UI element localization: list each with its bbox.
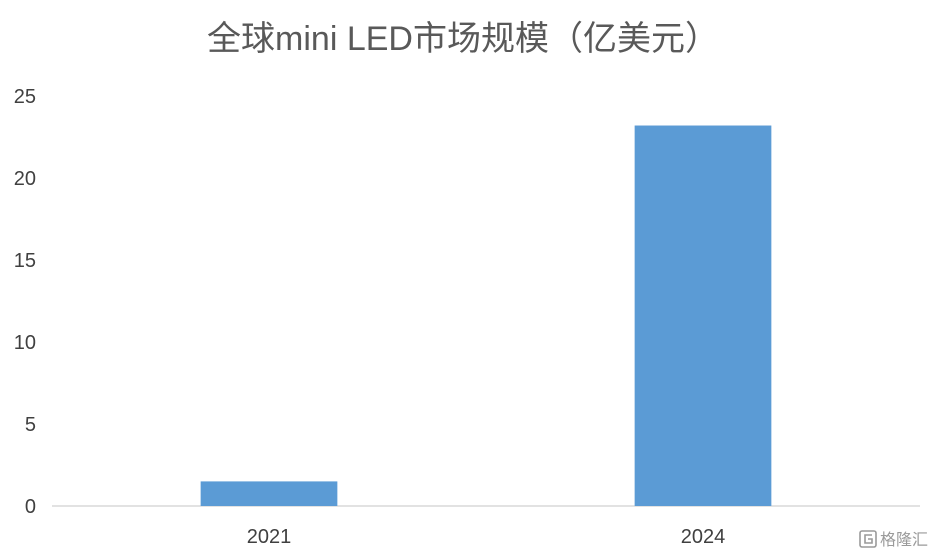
y-tick-label: 10 bbox=[14, 332, 36, 354]
g-logo-icon bbox=[859, 530, 877, 548]
y-tick-label: 15 bbox=[14, 250, 36, 272]
y-tick-label: 20 bbox=[14, 168, 36, 190]
bar-2024 bbox=[634, 125, 772, 507]
y-tick-label: 5 bbox=[25, 414, 36, 436]
x-tick-label: 2021 bbox=[247, 526, 292, 548]
y-axis: 0 5 10 15 20 25 bbox=[14, 86, 36, 518]
bar-series bbox=[200, 125, 772, 507]
watermark-text: 格隆汇 bbox=[880, 531, 928, 549]
y-tick-label: 0 bbox=[25, 496, 36, 518]
chart-title: 全球mini LED市场规模（亿美元） bbox=[207, 20, 719, 58]
y-tick-label: 25 bbox=[14, 86, 36, 108]
bar-2021 bbox=[200, 481, 338, 506]
watermark: 格隆汇 bbox=[859, 530, 928, 549]
x-axis: 2021 2024 bbox=[247, 526, 726, 548]
x-tick-label: 2024 bbox=[681, 526, 726, 548]
